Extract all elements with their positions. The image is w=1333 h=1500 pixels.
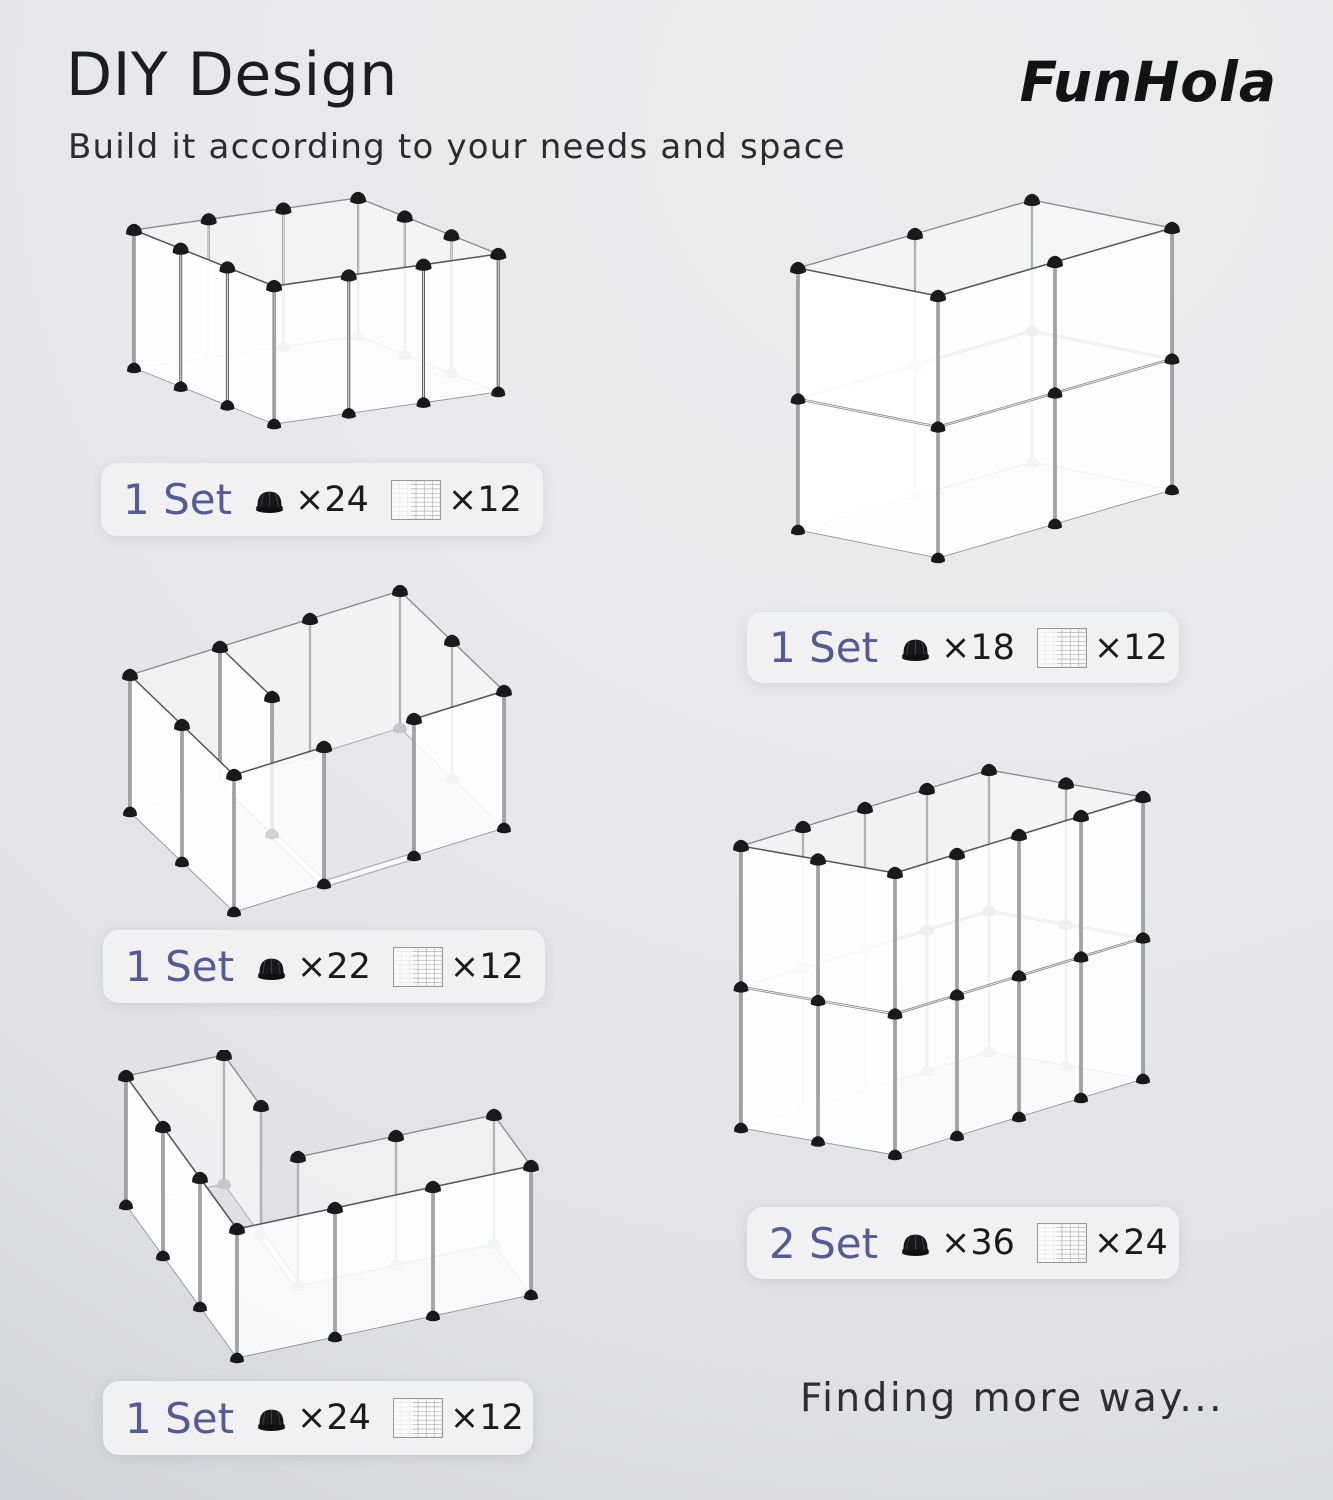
pen-illustration-two-level: [790, 193, 1180, 564]
pen-illustration-divided: [122, 585, 512, 918]
panel-count: ×24: [1093, 1223, 1168, 1263]
panel-count: ×12: [1093, 627, 1168, 668]
connector-count: ×36: [941, 1223, 1015, 1263]
panel-icon: [392, 946, 443, 987]
set-count-label: 1 Set: [125, 942, 235, 991]
connector-icon: [257, 958, 286, 980]
panel-count: ×12: [449, 946, 524, 987]
connector-icon: [901, 639, 930, 661]
connector-count: ×24: [295, 479, 369, 520]
connector-count: ×18: [941, 627, 1015, 668]
set-count-label: 1 Set: [769, 623, 879, 672]
config-badge-5: 1 Set ×24 ×12: [103, 1381, 533, 1455]
page-title: DIY Design: [66, 40, 398, 110]
panel-icon: [1036, 1223, 1087, 1263]
panel-count: ×12: [447, 479, 522, 520]
connector-count: ×22: [297, 946, 371, 987]
connector-count: ×24: [297, 1398, 371, 1438]
pen-illustration-l-shaped: [118, 1050, 539, 1364]
connector-icon: [257, 1409, 286, 1431]
set-count-label: 1 Set: [123, 475, 233, 524]
panel-icon: [1036, 627, 1087, 668]
connector-icon: [901, 1234, 930, 1256]
pen-illustration-rectangular: [126, 191, 507, 430]
panel-icon: [392, 1398, 443, 1438]
config-badge-1: 1 Set ×24 ×12: [101, 463, 543, 536]
footer-note: Finding more way...: [800, 1376, 1225, 1421]
config-badge-2: 1 Set ×18 ×12: [747, 612, 1179, 683]
panel-count: ×12: [449, 1398, 524, 1438]
set-count-label: 1 Set: [125, 1393, 235, 1443]
connector-icon: [255, 491, 284, 513]
config-badge-4: 2 Set ×36 ×24: [747, 1207, 1179, 1279]
brand-logo: FunHola: [1019, 50, 1277, 114]
page-subtitle: Build it according to your needs and spa…: [68, 127, 846, 167]
pen-illustration-large-two-level: [733, 763, 1151, 1161]
set-count-label: 2 Set: [769, 1218, 879, 1268]
config-badge-3: 1 Set ×22 ×12: [103, 930, 545, 1003]
panel-icon: [390, 479, 441, 520]
